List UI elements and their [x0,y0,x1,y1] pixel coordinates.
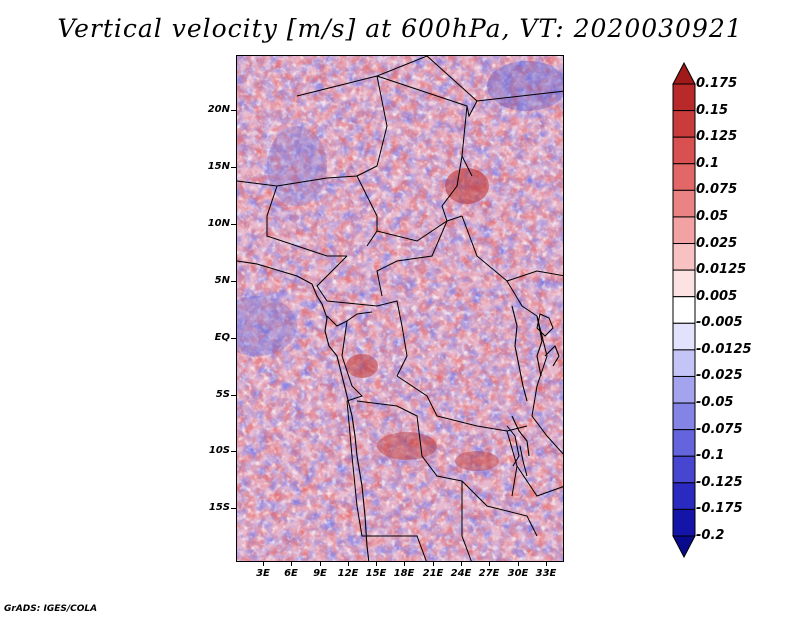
colorbar-label: 0.0125 [696,262,747,278]
colorbar-label: 0.025 [696,235,738,251]
lon-label: 6E [284,568,298,579]
coastline [237,260,560,561]
colorbar [672,62,696,558]
lat-tick [231,508,236,509]
lon-tick [348,562,349,566]
colorbar-label: -0.125 [696,474,743,490]
lon-tick [546,562,547,566]
colorbar-cell [672,216,696,245]
colorbar-label: 0.15 [696,102,729,118]
lat-label: 5S [215,389,230,400]
lon-tick [291,562,292,566]
colorbar-label: 0.125 [696,129,738,145]
colorbar-cell [672,429,696,457]
lat-tick [231,395,236,396]
map-panel [236,55,564,562]
colorbar-label: 0.05 [696,208,729,224]
colorbar-label: -0.05 [696,395,734,411]
lon-label: 30E [507,568,529,579]
lon-label: 33E [535,568,557,579]
lon-label: 3E [256,568,270,579]
colorbar-cell [672,136,696,165]
lat-label: 5N [214,275,230,286]
lat-label: 15N [207,161,230,172]
lon-tick [518,562,519,566]
lon-label: 24E [450,568,472,579]
colorbar-label: -0.0125 [696,341,752,357]
colorbar-cell [672,110,696,138]
lat-label: EQ [214,332,230,343]
lon-label: 18E [393,568,415,579]
colorbar-bottom-arrow [672,535,696,558]
lat-tick [231,281,236,282]
lon-label: 12E [337,568,359,579]
colorbar-label: -0.005 [696,315,743,331]
colorbar-label: -0.1 [696,448,725,464]
colorbar-label: -0.075 [696,421,743,437]
colorbar-cell [672,349,696,377]
lat-label: 10S [208,445,230,456]
lon-label: 27E [478,568,500,579]
lat-tick [231,110,236,111]
colorbar-cell [672,163,696,191]
lat-tick [231,224,236,225]
colorbar-cell [672,296,696,324]
lon-label: 21E [422,568,444,579]
colorbar-cell [672,189,696,218]
colorbar-label: 0.005 [696,288,738,304]
lat-label: 15S [208,502,230,513]
colorbar-top-arrow [672,62,696,85]
colorbar-cell [672,243,696,271]
lon-label: 15E [365,568,387,579]
colorbar-cell [672,482,696,510]
lon-tick [376,562,377,566]
lon-tick [404,562,405,566]
colorbar-cell [672,402,696,431]
lon-label: 9E [313,568,327,579]
colorbar-cell [672,269,696,298]
lat-tick [231,167,236,168]
colorbar-cell [672,375,696,404]
colorbar-label: 0.075 [696,182,738,198]
colorbar-label: -0.175 [696,501,743,517]
vertical-velocity-map [237,56,563,561]
lon-tick [489,562,490,566]
colorbar-label: -0.025 [696,368,743,384]
colorbar-cell [672,83,696,112]
lakes [506,313,554,477]
footer-credit: GrADS: IGES/COLA [4,604,98,614]
lon-tick [263,562,264,566]
colorbar-label: -0.2 [696,528,725,543]
colorbar-label: 0.175 [696,76,738,91]
lon-tick [320,562,321,566]
colorbar-label: 0.1 [696,155,720,171]
map-title: Vertical velocity [m/s] at 600hPa, VT: 2… [57,14,743,43]
lat-label: 10N [207,218,230,229]
lat-tick [231,338,236,339]
lon-tick [433,562,434,566]
lat-label: 20N [207,104,230,115]
lat-tick [231,451,236,452]
lon-tick [461,562,462,566]
colorbar-cell [672,322,696,351]
colorbar-cell [672,508,696,537]
colorbar-cell [672,455,696,484]
